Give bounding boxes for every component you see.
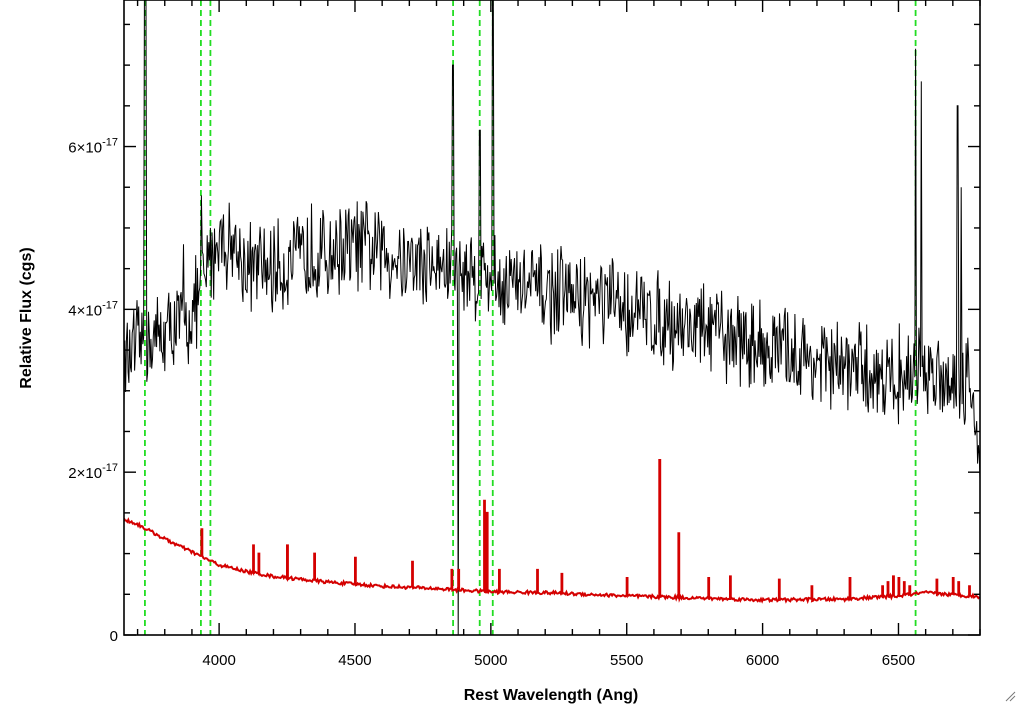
y-tick-label: 0: [110, 628, 118, 645]
x-tick-label: 5500: [610, 652, 643, 669]
plot-area: [124, 0, 980, 635]
x-tick-label: 5000: [474, 652, 507, 669]
spectrum-series: [124, 0, 980, 635]
x-tick-label: 6500: [882, 652, 915, 669]
x-tick-label: 6000: [746, 652, 779, 669]
emission-line-markers: [144, 0, 917, 635]
y-tick-label: 2×10-17: [68, 462, 118, 482]
resize-grip-icon[interactable]: [1004, 690, 1016, 702]
plot-frame: [123, 0, 981, 636]
x-tick-label: 4500: [338, 652, 371, 669]
x-axis-title: Rest Wavelength (Ang): [464, 687, 639, 704]
y-tick-label: 6×10-17: [68, 137, 118, 157]
error-series: [124, 459, 980, 605]
y-tick-label: 4×10-17: [68, 299, 118, 319]
y-axis-title: Relative Flux (cgs): [18, 247, 35, 388]
x-tick-label: 4000: [202, 652, 235, 669]
y-axis: 0 2×10-17 4×10-17 6×10-17: [68, 23, 980, 645]
x-axis: 4000 4500 5000 5500 6000 6500: [136, 0, 981, 669]
